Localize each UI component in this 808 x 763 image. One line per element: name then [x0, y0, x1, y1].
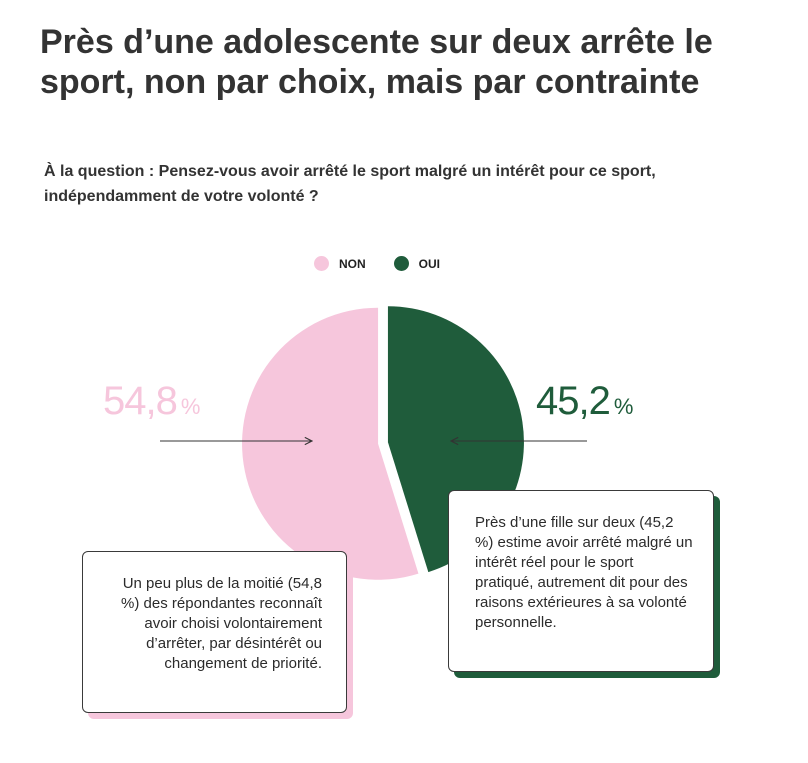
legend-swatch-oui: [393, 256, 409, 271]
percent-value-non: 54,8: [103, 379, 178, 423]
annotation-text-non: Un peu plus de la moitié (54,8 %) des ré…: [121, 575, 322, 672]
legend-label-oui: OUI: [418, 256, 441, 271]
legend-label-non: NON: [339, 256, 366, 271]
pie-slice-non: [242, 307, 419, 580]
percent-unit-non: %: [180, 394, 201, 419]
annotation-card-non: Un peu plus de la moitié (54,8 %) des ré…: [82, 551, 347, 713]
legend-swatch-non: [314, 256, 329, 271]
chart-title: Près d’une adolescente sur deux arrête l…: [40, 23, 713, 101]
legend-item-oui: OUI: [393, 256, 441, 271]
legend-item-non: NON: [314, 256, 366, 271]
annotation-text-oui: Près d’une fille sur deux (45,2 %) estim…: [475, 514, 693, 631]
percent-value-oui: 45,2: [536, 379, 611, 423]
percent-unit-oui: %: [613, 394, 634, 419]
percent-label-non: 54,8%: [103, 381, 200, 427]
annotation-card-oui: Près d’une fille sur deux (45,2 %) estim…: [448, 490, 714, 672]
survey-question: À la question : Pensez-vous avoir arrêté…: [44, 163, 656, 205]
percent-label-oui: 45,2%: [536, 381, 633, 427]
legend: NON OUI: [314, 256, 468, 271]
